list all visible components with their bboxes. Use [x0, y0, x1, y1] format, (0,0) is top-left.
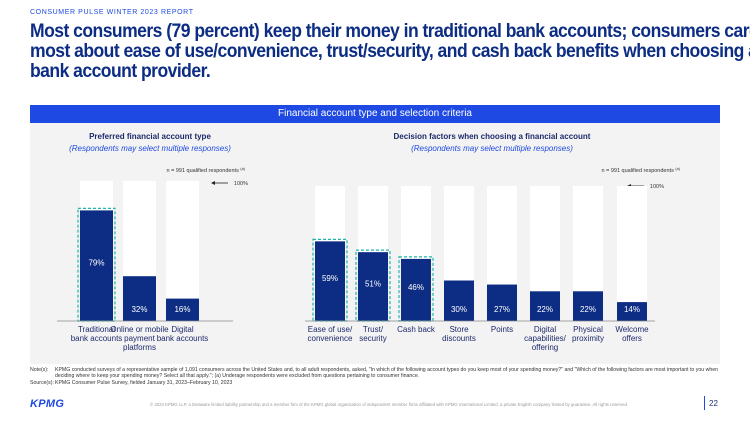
source-key: Source(s): — [30, 379, 54, 386]
category-label: bank accounts — [71, 334, 123, 343]
category-label: Store — [449, 325, 469, 334]
chart-title: Preferred financial account type — [89, 132, 211, 141]
category-label: Trust/ — [363, 325, 384, 334]
title-line: Most consumers (79 percent) keep their m… — [30, 20, 750, 42]
report-label: CONSUMER PULSE WINTER 2023 REPORT — [30, 9, 194, 16]
title-line: most about ease of use/convenience, trus… — [30, 40, 750, 62]
page-divider — [704, 396, 705, 410]
category-label: capabilities/ — [524, 334, 567, 343]
category-label: Physical — [573, 325, 603, 334]
kpmg-logo: KPMG — [30, 398, 65, 410]
category-label: convenience — [308, 334, 353, 343]
data-label: 32% — [131, 305, 147, 314]
category-label: discounts — [442, 334, 476, 343]
bar-highlight — [77, 207, 116, 322]
notes: Note(s): KPMG conducted surveys of a rep… — [30, 367, 720, 386]
bar — [401, 258, 431, 321]
bar — [530, 291, 560, 321]
data-label: 79% — [88, 259, 104, 268]
sample-note-superscript: (a) — [675, 167, 680, 171]
data-label: 30% — [451, 305, 467, 314]
category-label: Cash back — [397, 325, 436, 334]
category-label: bank accounts — [157, 334, 209, 343]
data-label: 27% — [494, 305, 510, 314]
page-title: Most consumers (79 percent) keep their m… — [30, 20, 750, 82]
category-label: proximity — [572, 334, 604, 343]
bar — [358, 252, 388, 321]
data-label: 22% — [580, 305, 596, 314]
title-line: bank account provider. — [30, 60, 211, 82]
category-label: platforms — [123, 343, 156, 352]
bar-track — [617, 186, 647, 321]
category-label: Welcome — [615, 325, 649, 334]
note-text: KPMG conducted surveys of a representati… — [55, 367, 718, 380]
source-text: KPMG Consumer Pulse Survey, fielded Janu… — [55, 379, 233, 386]
category-label: Traditional — [78, 325, 115, 334]
data-label: 46% — [408, 283, 424, 292]
data-label: 59% — [322, 274, 338, 283]
sample-note: n = 991 qualified respondents (a) — [602, 167, 681, 174]
bar — [444, 280, 474, 321]
sample-note-superscript: (a) — [240, 167, 245, 171]
data-label: 51% — [365, 280, 381, 289]
category-label: Points — [491, 325, 513, 334]
reference-arrow-head — [211, 181, 215, 185]
chart-subtitle: (Respondents may select multiple respons… — [69, 144, 231, 153]
bar — [315, 241, 345, 321]
chart-subtitle: (Respondents may select multiple respons… — [411, 144, 573, 153]
category-label: security — [359, 334, 387, 343]
source-row: Source(s): KPMG Consumer Pulse Survey, f… — [30, 380, 720, 386]
reference-label: 100% — [650, 184, 664, 190]
bar-track — [166, 181, 199, 321]
data-label: 14% — [624, 305, 640, 314]
note-row: Note(s): KPMG conducted surveys of a rep… — [30, 367, 720, 380]
category-label: payment — [124, 334, 155, 343]
page-number: 22 — [709, 399, 718, 408]
note-key: Note(s): — [30, 367, 49, 373]
bar — [166, 298, 199, 321]
category-label: Ease of use/ — [308, 325, 353, 334]
category-label: Digital — [534, 325, 556, 334]
data-label: 16% — [174, 305, 190, 314]
bar — [617, 302, 647, 321]
chart-title: Decision factors when choosing a financi… — [394, 132, 591, 141]
category-label: Digital — [171, 325, 193, 334]
category-label: Online or mobile — [110, 325, 169, 334]
bar — [573, 291, 603, 321]
sample-note: n = 991 qualified respondents (a) — [167, 167, 246, 174]
reference-label: 100% — [234, 181, 248, 187]
bar — [123, 276, 156, 321]
bar — [80, 210, 113, 321]
category-label: offers — [622, 334, 642, 343]
category-label: offering — [532, 343, 559, 352]
bar — [487, 284, 517, 321]
data-label: 22% — [537, 305, 553, 314]
panel-header: Financial account type and selection cri… — [30, 105, 720, 123]
footer-legal: © 2023 KPMG LLP, a Delaware limited liab… — [150, 402, 629, 407]
